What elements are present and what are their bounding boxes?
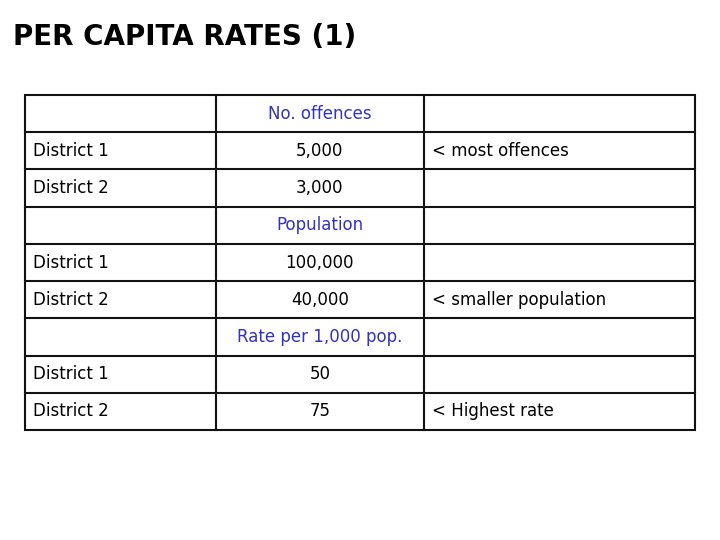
Bar xyxy=(25,95,695,430)
Text: < most offences: < most offences xyxy=(432,142,569,160)
Text: < Highest rate: < Highest rate xyxy=(432,402,554,420)
Text: District 2: District 2 xyxy=(33,402,109,420)
Text: District 2: District 2 xyxy=(33,179,109,197)
Text: 50: 50 xyxy=(310,365,330,383)
Text: Rate per 1,000 pop.: Rate per 1,000 pop. xyxy=(237,328,402,346)
Text: PER CAPITA RATES (1): PER CAPITA RATES (1) xyxy=(13,23,356,51)
Text: < smaller population: < smaller population xyxy=(432,291,606,309)
Text: 3,000: 3,000 xyxy=(296,179,343,197)
Text: 75: 75 xyxy=(310,402,330,420)
Text: District 1: District 1 xyxy=(33,365,109,383)
Text: District 1: District 1 xyxy=(33,142,109,160)
Text: No. offences: No. offences xyxy=(268,105,372,123)
Text: District 2: District 2 xyxy=(33,291,109,309)
Text: District 1: District 1 xyxy=(33,253,109,272)
Text: 100,000: 100,000 xyxy=(286,253,354,272)
Text: Population: Population xyxy=(276,217,364,234)
Text: 40,000: 40,000 xyxy=(291,291,348,309)
Text: 5,000: 5,000 xyxy=(296,142,343,160)
